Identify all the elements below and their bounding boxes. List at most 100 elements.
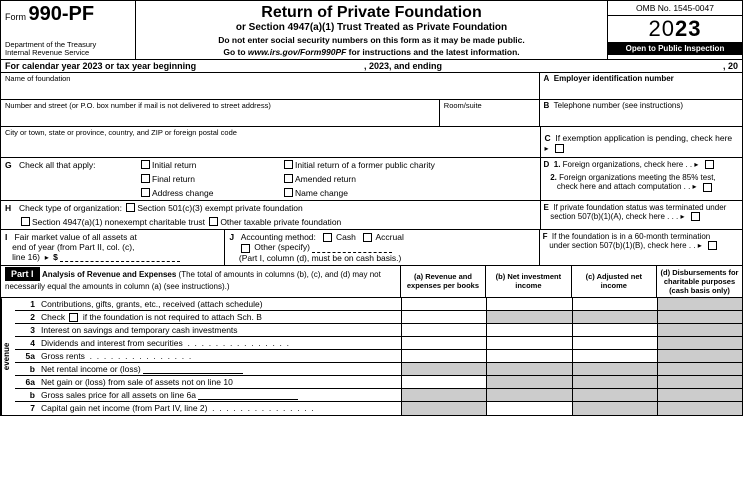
initial-return-checkbox[interactable] [141,160,150,169]
amount-cell[interactable] [572,324,658,336]
year-prefix: 20 [649,16,675,41]
initial-return-former-checkbox[interactable] [284,160,293,169]
city-field[interactable]: City or town, state or province, country… [1,127,540,157]
g-o6: Name change [295,188,348,198]
part1-title-cell: Part I Analysis of Revenue and Expenses … [1,266,401,297]
dept-line2: Internal Revenue Service [5,49,131,57]
amount-cell[interactable] [486,324,572,336]
amount-cell[interactable] [572,337,658,349]
exempt-checkbox[interactable] [555,144,564,153]
instruction-2: Go to www.irs.gov/Form990PF for instruct… [140,47,603,57]
60month-checkbox[interactable] [708,241,717,250]
amount-cell [657,350,742,362]
cash-checkbox[interactable] [323,233,332,242]
omb-number: OMB No. 1545-0047 [608,1,742,16]
amount-cell [657,337,742,349]
amount-cell[interactable] [572,350,658,362]
amount-cell[interactable] [401,376,487,388]
amount-cell[interactable] [401,298,487,310]
d-n2: 2. [550,173,557,182]
f-t2: under section 507(b)(1)(B), check here [549,241,686,250]
ein-label: Employer identification number [554,74,674,83]
c-letter: C [545,133,551,143]
h-e-row: H Check type of organization: Section 50… [1,201,742,230]
g-text: Check all that apply: [19,160,139,170]
inline-input[interactable] [198,399,298,400]
foreign-85-checkbox[interactable] [703,183,712,192]
arrow-icon [680,212,686,221]
address-change-checkbox[interactable] [141,188,150,197]
amount-cell[interactable] [486,402,572,415]
amount-cell[interactable] [401,311,487,323]
address-field[interactable]: Number and street (or P.O. box number if… [1,100,440,126]
name-label: Name of foundation [5,74,535,83]
table-row: 3Interest on savings and temporary cash … [15,324,742,337]
calendar-year-row: For calendar year 2023 or tax year begin… [1,60,742,73]
section-e: E If private foundation status was termi… [540,201,742,229]
line-text: Interest on savings and temporary cash i… [39,324,401,336]
amount-cell[interactable] [486,337,572,349]
amount-cell[interactable] [572,298,658,310]
amount-cell[interactable] [401,350,487,362]
i-t2: end of year (from Part II, col. (c), [12,242,134,252]
room-field[interactable]: Room/suite [440,100,540,126]
cal-p2: , 2023, and ending [364,61,723,71]
part1-title: Analysis of Revenue and Expenses (The to… [5,270,381,291]
table-row: 4Dividends and interest from securities … [15,337,742,350]
accrual-checkbox[interactable] [363,233,372,242]
h-line2: Section 4947(a)(1) nonexempt charitable … [1,215,540,229]
amount-cell[interactable] [401,324,487,336]
arrow-icon [693,182,699,191]
line-text: Gross rents . . . . . . . . . . . . . . … [39,350,401,362]
amount-cell [486,363,572,375]
amount-cell[interactable] [486,350,572,362]
name-change-checkbox[interactable] [284,188,293,197]
final-return-checkbox[interactable] [141,174,150,183]
arrow-icon [694,160,700,169]
arrow-icon [698,241,704,250]
other-taxable-checkbox[interactable] [209,217,218,226]
501c3-checkbox[interactable] [126,203,135,212]
terminated-checkbox[interactable] [691,212,700,221]
exempt-block: C If exemption application is pending, c… [540,127,742,157]
f-letter: F [543,232,548,241]
table-row: 2Check if the foundation is not required… [15,311,742,324]
d-letter: D [544,160,550,169]
h-o3: Other taxable private foundation [220,217,341,227]
foundation-name-field[interactable]: Name of foundation [1,73,540,99]
tel-letter: B [544,101,550,110]
amount-cell[interactable] [486,298,572,310]
d-n1: 1. [554,160,561,169]
ein-letter: A [544,74,550,83]
public-inspection: Open to Public Inspection [608,42,742,55]
d-line1: D 1. Foreign organizations, check here .… [544,160,739,169]
cal-p3: , 20 [723,61,738,71]
fmv-input[interactable] [60,261,180,262]
other-method-checkbox[interactable] [241,244,250,253]
line2-checkbox[interactable] [69,313,78,322]
inline-input[interactable] [143,373,243,374]
g-o3: Final return [152,174,282,184]
j-text: Accounting method: [241,232,316,242]
g-d-row: G Check all that apply: Initial return I… [1,158,742,201]
amended-return-checkbox[interactable] [284,174,293,183]
form-header: Form 990-PF Department of the Treasury I… [1,1,742,60]
ein-field[interactable]: A Employer identification number [540,73,742,99]
city-exempt-row: City or town, state or province, country… [1,127,742,158]
room-label: Room/suite [444,101,535,110]
addr-tel-row: Number and street (or P.O. box number if… [1,100,742,127]
h-o2: Section 4947(a)(1) nonexempt charitable … [32,217,205,227]
line-number: 6a [15,376,39,388]
h-letter: H [5,203,19,213]
amount-cell [572,389,658,401]
telephone-field[interactable]: B Telephone number (see instructions) [540,100,742,126]
foreign-org-checkbox[interactable] [705,160,714,169]
part1-header: Part I Analysis of Revenue and Expenses … [1,266,742,298]
e-t1: If private foundation status was termina… [553,203,726,212]
amount-cell [657,298,742,310]
col-a-header: (a) Revenue and expenses per books [401,266,486,297]
amount-cell[interactable] [401,337,487,349]
j-o2: Accrual [376,232,404,242]
line-number: b [15,363,39,375]
4947a1-checkbox[interactable] [21,217,30,226]
